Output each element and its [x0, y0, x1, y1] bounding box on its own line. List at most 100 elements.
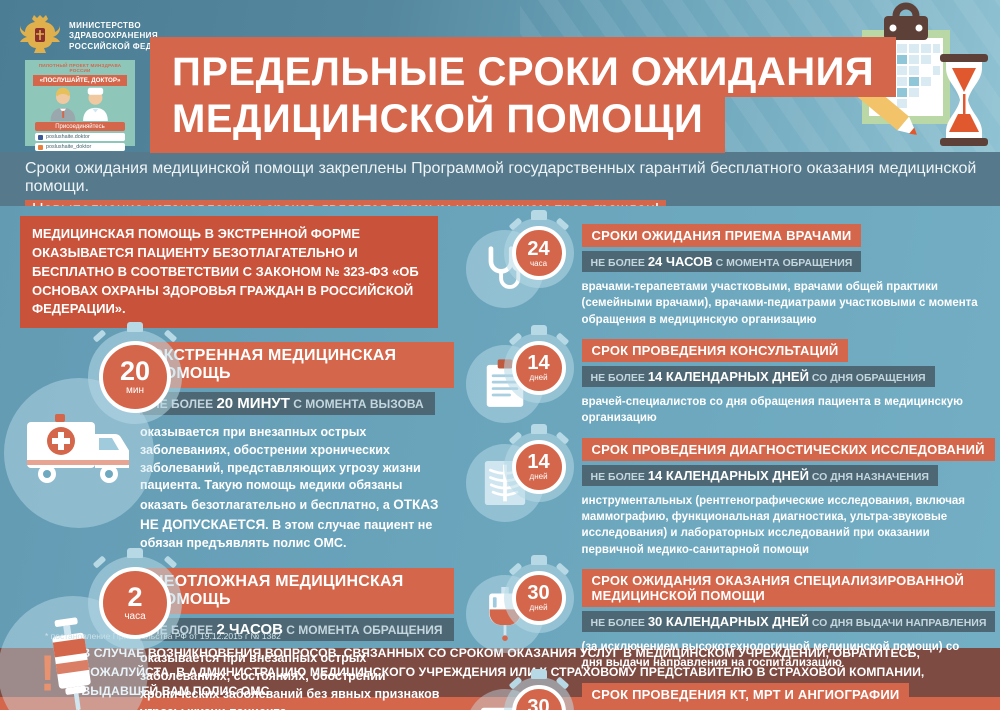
badge-social-row: poslushaite_doktor [35, 143, 125, 151]
timer-30-days: 30 дней [503, 554, 574, 633]
left-column: МЕДИЦИНСКАЯ ПОМОЩЬ В ЭКСТРЕННОЙ ФОРМЕ ОК… [0, 216, 454, 710]
section-text-bold: ОТКАЗ НЕ ДОПУСКАЕТСЯ [140, 497, 439, 532]
coat-of-arms-icon [19, 12, 61, 61]
stopwatch-crown-icon [530, 668, 547, 679]
limit-prefix: НЕ БОЛЕЕ [590, 616, 645, 629]
section-title: СРОКИ ОЖИДАНИЯ ПРИЕМА ВРАЧАМИ [581, 224, 862, 247]
limit-bar: НЕ БОЛЕЕ 24 ЧАСОВ С МОМЕНТА ОБРАЩЕНИЯ [581, 251, 862, 272]
stopwatch-button-icon [92, 329, 107, 343]
timer-14-days: 14 дней [503, 324, 574, 403]
section-consultations: 14 дней СРОК ПРОВЕДЕНИЯ КОНСУЛЬТАЦИЙ НЕ … [465, 324, 996, 427]
timer-value: 30 [527, 582, 550, 605]
stopwatch-button-icon [508, 217, 522, 231]
stopwatch-button-icon [555, 217, 569, 231]
limit-suffix: С МОМЕНТА ВЫЗОВА [293, 397, 424, 412]
section-title: СРОК ОЖИДАНИЯ ОКАЗАНИЯ СПЕЦИАЛИЗИРОВАННО… [581, 568, 996, 607]
timer-value: 2 [127, 582, 143, 613]
timer-face: 30 дней [511, 684, 566, 710]
stopwatch-crown-icon [127, 548, 143, 559]
section-text: оказывается при внезапных острых заболев… [140, 651, 440, 710]
stopwatch-button-icon [555, 562, 569, 576]
notice-text: В СЛУЧАЕ ВОЗНИКНОВЕНИЯ ВОПРОСОВ, СВЯЗАНН… [81, 646, 925, 698]
limit-suffix: СО ДНЯ ВЫДАЧИ НАПРАВЛЕНИЯ [811, 616, 987, 629]
timer-face: 2 часа [99, 567, 171, 640]
limit-value: 30 КАЛЕНДАРНЫХ ДНЕЙ [647, 613, 809, 629]
stopwatch-button-icon [508, 431, 522, 445]
section-urgent-care: 2 часа НЕОТЛОЖНАЯ МЕДИЦИНСКАЯ ПОМОЩЬ НЕ … [0, 548, 454, 710]
limit-bar: НЕ БОЛЕЕ 14 КАЛЕНДАРНЫХ ДНЕЙ СО ДНЯ НАЗН… [581, 464, 938, 486]
limit-bar: НЕ БОЛЕЕ 30 КАЛЕНДАРНЫХ ДНЕЙ СО ДНЯ ВЫДА… [581, 610, 996, 632]
content: МЕДИЦИНСКАЯ ПОМОЩЬ В ЭКСТРЕННОЙ ФОРМЕ ОК… [0, 206, 1000, 710]
timer-face: 24 часа [511, 226, 566, 280]
section-text: (за исключением высокотехнологичной меди… [581, 640, 960, 670]
stopwatch-crown-icon [530, 210, 547, 220]
section-text: оказывается при внезапных острых заболев… [140, 425, 439, 550]
page-title-line1: ПРЕДЕЛЬНЫЕ СРОКИ ОЖИДАНИЯ [150, 37, 897, 97]
ministry-logo: МИНИСТЕРСТВО ЗДРАВООХРАНЕНИЯ РОССИЙСКОЙ … [19, 12, 188, 61]
limit-prefix: НЕ БОЛЕЕ [590, 257, 645, 269]
odnoklassniki-icon [38, 144, 43, 150]
page-title-line2: МЕДИЦИНСКОЙ ПОМОЩИ [150, 97, 726, 153]
stopwatch-button-icon [163, 555, 178, 570]
stopwatch-button-icon [92, 555, 107, 570]
timer-value: 24 [527, 237, 550, 260]
limit-bar: НЕ БОЛЕЕ 14 КАЛЕНДАРНЫХ ДНЕЙ СО ДНЯ ОБРА… [581, 365, 935, 387]
timer-20-min: 20 мин [88, 322, 182, 425]
section-text: инструментальных (рентгенографические ис… [581, 494, 965, 556]
limit-suffix: С МОМЕНТА ОБРАЩЕНИЯ [286, 623, 443, 638]
section-diagnostics: 14 дней СРОК ПРОВЕДЕНИЯ ДИАГНОСТИЧЕСКИХ … [465, 423, 996, 558]
timer-value: 30 [527, 696, 550, 710]
stopwatch-button-icon [508, 332, 522, 346]
timer-24-hours: 24 часа [503, 210, 574, 288]
badge-ribbon: «ПОСЛУШАЙТЕ, ДОКТОР» [33, 75, 127, 86]
timer-value: 14 [527, 352, 550, 375]
limit-value: 24 ЧАСОВ [647, 254, 713, 269]
timer-unit: дней [529, 472, 548, 482]
limit-value: 14 КАЛЕНДАРНЫХ ДНЕЙ [647, 467, 809, 483]
section-title: СРОК ПРОВЕДЕНИЯ КТ, МРТ И АНГИОГРАФИИ [581, 682, 910, 706]
section-specialized-care: 30 дней СРОК ОЖИДАНИЯ ОКАЗАНИЯ СПЕЦИАЛИЗ… [465, 554, 996, 672]
limit-value: 14 КАЛЕНДАРНЫХ ДНЕЙ [647, 368, 809, 384]
section-doctor-appointment: 24 часа СРОКИ ОЖИДАНИЯ ПРИЕМА ВРАЧАМИ НЕ… [465, 210, 996, 328]
timer-unit: мин [126, 385, 144, 397]
stopwatch-crown-icon [530, 554, 547, 565]
timer-face: 14 дней [511, 340, 566, 395]
timer-unit: дней [529, 373, 548, 383]
project-badge: ПИЛОТНЫЙ ПРОЕКТ МИНЗДРАВА РОССИИ «ПОСЛУШ… [25, 60, 135, 151]
stopwatch-crown-icon [530, 423, 547, 434]
stopwatch-button-icon [163, 329, 178, 343]
timer-face: 30 дней [511, 570, 566, 625]
stopwatch-crown-icon [127, 322, 143, 333]
section-ct-mrt-angiography: 30 дней СРОК ПРОВЕДЕНИЯ КТ, МРТ И АНГИОГ… [465, 668, 996, 710]
timer-30-days: 30 дней [503, 668, 574, 710]
limit-prefix: НЕ БОЛЕЕ [590, 371, 645, 384]
timer-value: 14 [527, 451, 550, 474]
timer-unit: часа [124, 611, 146, 623]
limit-suffix: СО ДНЯ НАЗНАЧЕНИЯ [811, 470, 929, 483]
page-title: ПРЕДЕЛЬНЫЕ СРОКИ ОЖИДАНИЯ МЕДИЦИНСКОЙ ПО… [150, 37, 897, 153]
badge-social-row: poslushaite.doktor [35, 133, 125, 141]
timer-value: 20 [119, 356, 151, 387]
timer-14-days: 14 дней [503, 423, 574, 502]
timer-unit: часа [530, 258, 548, 268]
stopwatch-crown-icon [530, 324, 547, 335]
limit-suffix: СО ДНЯ ОБРАЩЕНИЯ [811, 371, 926, 384]
header: МИНИСТЕРСТВО ЗДРАВООХРАНЕНИЯ РОССИЙСКОЙ … [0, 0, 1000, 153]
timer-face: 20 мин [99, 341, 171, 414]
social-handle: poslushaite_doktor [46, 144, 92, 150]
right-column: 24 часа СРОКИ ОЖИДАНИЯ ПРИЕМА ВРАЧАМИ НЕ… [465, 210, 996, 710]
social-handle: poslushaite.doktor [46, 134, 90, 140]
badge-join-label: Присоединяйтесь [35, 122, 125, 131]
limit-prefix: НЕ БОЛЕЕ [590, 470, 645, 483]
patient-doctor-illustration-icon [29, 87, 131, 121]
section-title: НЕОТЛОЖНАЯ МЕДИЦИНСКАЯ ПОМОЩЬ [140, 568, 454, 615]
timer-face: 14 дней [511, 439, 566, 494]
law-note-box: МЕДИЦИНСКАЯ ПОМОЩЬ В ЭКСТРЕННОЙ ФОРМЕ ОК… [20, 216, 438, 329]
intro-line1: Сроки ожидания медицинской помощи закреп… [25, 160, 977, 195]
ministry-name: МИНИСТЕРСТВО ЗДРАВООХРАНЕНИЯ РОССИЙСКОЙ … [69, 20, 188, 51]
section-title: СРОК ПРОВЕДЕНИЯ КОНСУЛЬТАЦИЙ [581, 338, 849, 362]
stopwatch-button-icon [555, 332, 569, 346]
badge-top-label: ПИЛОТНЫЙ ПРОЕКТ МИНЗДРАВА РОССИИ [38, 63, 122, 73]
section-text: врачами-терапевтами участковыми, врачами… [581, 281, 978, 326]
